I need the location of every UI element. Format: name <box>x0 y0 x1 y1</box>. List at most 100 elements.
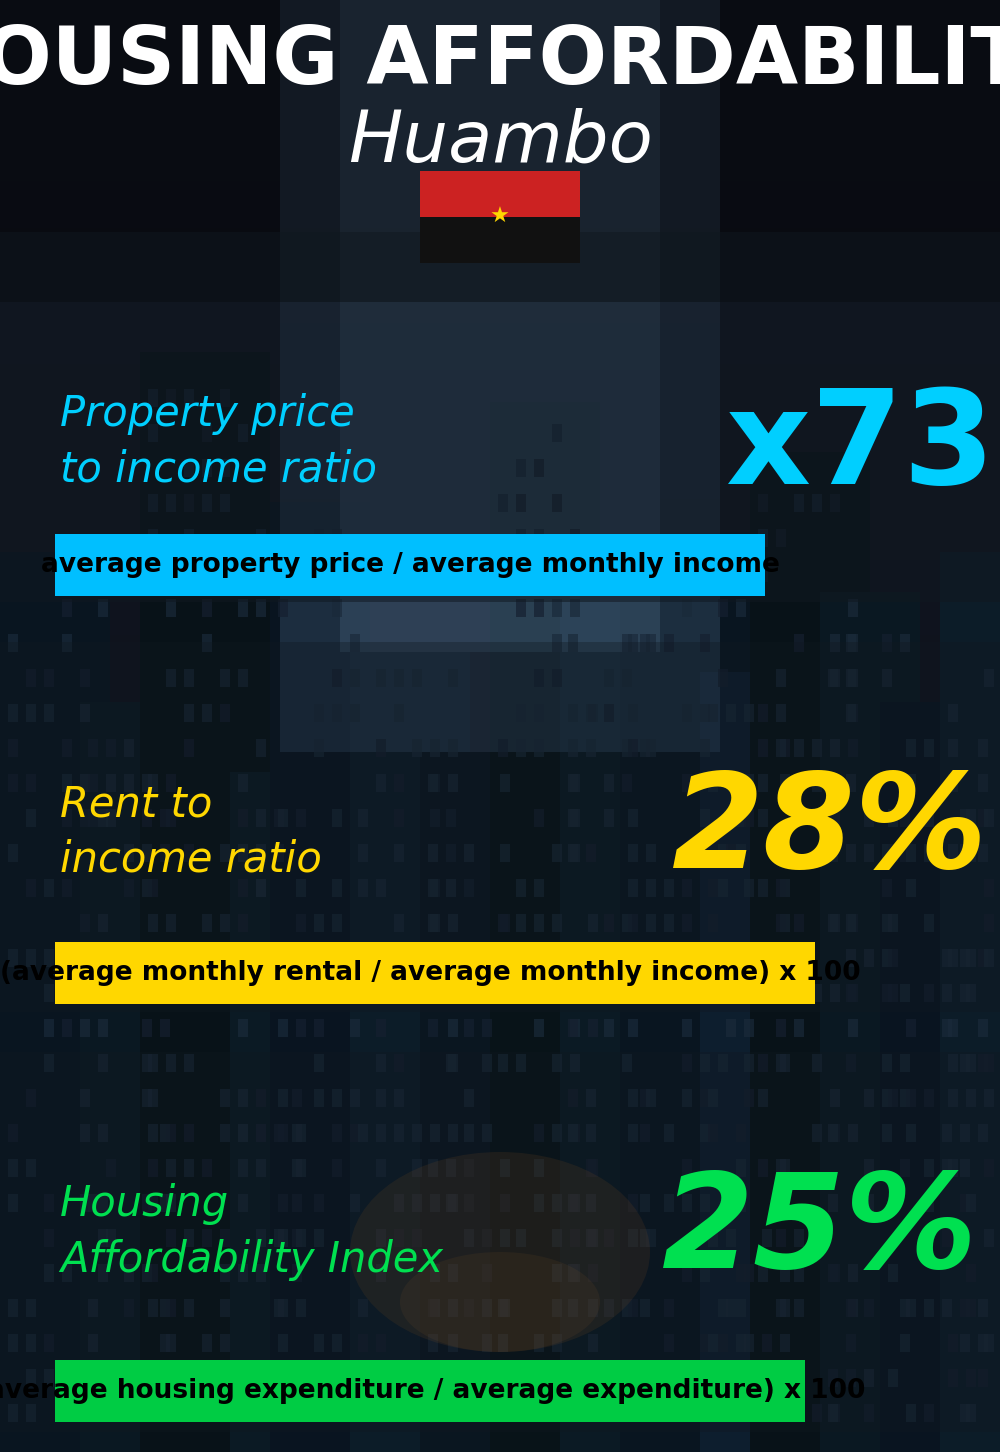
Bar <box>394 913 404 932</box>
Bar <box>744 1089 754 1106</box>
Bar <box>552 1404 562 1422</box>
Bar <box>446 1054 456 1072</box>
Bar <box>80 809 90 828</box>
Bar <box>202 635 212 652</box>
Bar <box>570 1019 580 1037</box>
Bar <box>148 1159 158 1178</box>
Bar <box>358 1124 368 1143</box>
Bar <box>864 1194 874 1212</box>
Bar <box>280 0 720 752</box>
Bar <box>846 984 856 1002</box>
Bar <box>376 669 386 687</box>
Bar <box>966 1300 976 1317</box>
Bar <box>924 1194 934 1212</box>
Bar <box>848 669 858 687</box>
Bar <box>446 1404 456 1422</box>
Bar <box>758 529 768 547</box>
Bar <box>184 844 194 862</box>
Bar <box>882 1124 892 1143</box>
Bar <box>828 1404 838 1422</box>
Bar <box>984 950 994 967</box>
Bar <box>966 844 976 862</box>
Bar <box>848 635 858 652</box>
Bar <box>376 774 386 791</box>
Bar <box>394 844 404 862</box>
Bar <box>906 844 916 862</box>
Bar <box>978 809 988 828</box>
Bar <box>464 1124 474 1143</box>
Bar <box>8 844 18 862</box>
Bar <box>552 984 562 1002</box>
Bar <box>332 1159 342 1178</box>
Bar <box>350 1124 360 1143</box>
Bar <box>828 913 838 932</box>
Bar <box>184 529 194 547</box>
Bar <box>776 1300 786 1317</box>
Bar <box>350 1194 360 1212</box>
Bar <box>568 739 578 756</box>
Bar <box>744 1054 754 1072</box>
Bar <box>708 878 718 897</box>
Bar <box>780 774 790 791</box>
Bar <box>846 704 856 722</box>
Bar <box>394 809 404 828</box>
Bar <box>700 1265 710 1282</box>
Bar <box>552 669 562 687</box>
Bar <box>628 844 638 862</box>
Bar <box>202 563 212 582</box>
Bar <box>98 1124 108 1143</box>
Bar <box>888 1089 898 1106</box>
Bar <box>220 844 230 862</box>
Bar <box>646 878 656 897</box>
Bar <box>516 739 526 756</box>
Bar <box>812 739 822 756</box>
Bar <box>8 704 18 722</box>
Bar <box>184 704 194 722</box>
Bar <box>148 494 158 513</box>
Bar <box>588 563 598 582</box>
Bar <box>184 1124 194 1143</box>
Bar <box>296 563 306 582</box>
Bar <box>664 1369 674 1387</box>
Bar <box>812 494 822 513</box>
Bar <box>278 1228 288 1247</box>
Bar <box>350 652 470 1452</box>
Bar <box>622 1369 632 1387</box>
Bar <box>256 563 266 582</box>
Bar <box>498 984 508 1002</box>
Bar <box>750 452 870 1452</box>
Bar <box>718 878 728 897</box>
Bar <box>682 563 692 582</box>
Bar <box>864 1089 874 1106</box>
Bar <box>828 1194 838 1212</box>
Bar <box>464 1404 474 1422</box>
Bar <box>646 563 656 582</box>
Bar <box>758 494 768 513</box>
Bar <box>124 844 134 862</box>
Bar <box>794 739 804 756</box>
Bar <box>646 1369 656 1387</box>
Bar <box>780 913 790 932</box>
Bar <box>62 635 72 652</box>
Bar <box>430 809 440 828</box>
Bar <box>358 950 368 967</box>
Bar <box>924 913 934 932</box>
Bar <box>622 950 632 967</box>
Bar <box>966 1369 976 1387</box>
Bar <box>942 950 952 967</box>
Bar <box>430 1300 440 1317</box>
Bar <box>682 1054 692 1072</box>
Bar <box>942 1019 952 1037</box>
Bar <box>106 739 116 756</box>
Bar <box>428 774 438 791</box>
Bar <box>948 950 958 967</box>
Bar <box>588 1228 598 1247</box>
Bar <box>534 809 544 828</box>
Bar <box>700 950 710 967</box>
Bar <box>762 1334 772 1352</box>
Bar <box>864 1369 874 1387</box>
Bar <box>314 704 324 722</box>
Bar <box>664 878 674 897</box>
Bar <box>708 1369 718 1387</box>
Bar <box>588 984 598 1002</box>
